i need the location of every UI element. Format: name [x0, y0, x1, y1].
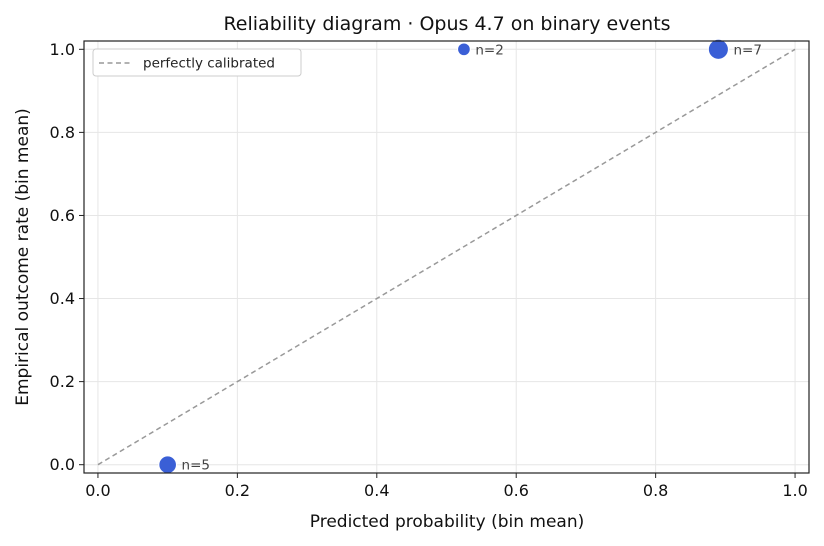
y-tick-label: 0.2: [50, 372, 75, 391]
x-tick-label: 1.0: [782, 481, 807, 500]
point-count-label: n=5: [182, 458, 210, 474]
x-tick-label: 0.6: [503, 481, 528, 500]
plot-frame: [83, 40, 810, 474]
x-tick-label: 0.2: [225, 481, 250, 500]
x-tick-label: 0.4: [364, 481, 389, 500]
legend-box: [92, 48, 302, 77]
legend-label: perfectly calibrated: [143, 56, 275, 72]
axis-ticks: 0.0 0.2 0.4 0.6 0.8 1.0 0.0 0.2 0.4 0.6 0.8 1.0: [50, 40, 808, 500]
x-axis-label: Predicted probability (bin mean): [310, 512, 584, 532]
data-point: [707, 38, 730, 61]
y-tick-label: 0.4: [50, 289, 75, 308]
point-count-label: n=7: [734, 42, 762, 58]
y-tick-label: 0.0: [50, 455, 75, 474]
data-point: [456, 42, 471, 57]
chart-title: Reliability diagram · Opus 4.7 on binary…: [223, 13, 670, 35]
data-points: n=5 n=2 n=7: [158, 38, 762, 475]
reference-line: [97, 48, 796, 466]
y-axis-label: Empirical outcome rate (bin mean): [13, 108, 33, 406]
y-tick-label: 1.0: [50, 40, 75, 59]
y-tick-label: 0.8: [50, 123, 75, 142]
data-point: [158, 455, 178, 475]
x-tick-label: 0.0: [85, 481, 110, 500]
y-tick-label: 0.6: [50, 206, 75, 225]
point-count-label: n=2: [475, 42, 503, 58]
legend: perfectly calibrated: [92, 48, 302, 77]
x-tick-label: 0.8: [643, 481, 668, 500]
